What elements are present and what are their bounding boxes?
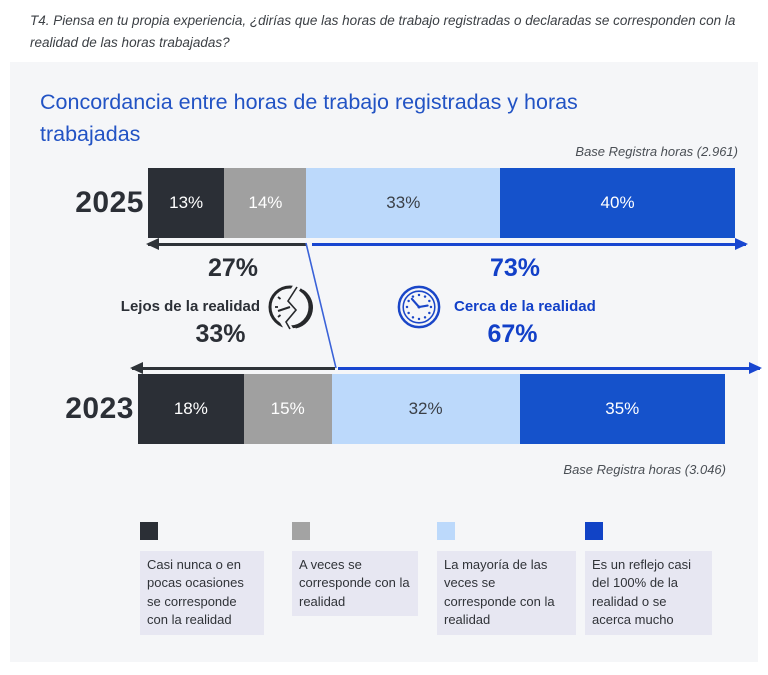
lejos-total-2023: 33% [195, 320, 246, 348]
legend-item-casi-nunca: Casi nunca o en pocas ocasiones se corre… [140, 522, 264, 635]
legend-label: Es un reflejo casi del 100% de la realid… [585, 551, 712, 635]
segment-value-label: 35% [605, 399, 640, 418]
chart-panel: Concordancia entre horas de trabajo regi… [10, 62, 762, 662]
clock-icon [396, 284, 442, 330]
lejos-arrow-2025 [146, 238, 306, 250]
chart-title: Concordancia entre horas de trabajo regi… [40, 90, 578, 147]
segment-value-label: 40% [600, 193, 635, 212]
legend-swatch-blue [585, 522, 603, 540]
bar-segment-2023-reflejo: 35% [519, 374, 725, 444]
cerca-group-label: Cerca de la realidad [454, 298, 596, 315]
bar-segment-2025-casi-nunca: 13% [148, 168, 225, 238]
segment-value-label: 32% [408, 399, 443, 418]
legend-label: Casi nunca o en pocas ocasiones se corre… [140, 551, 264, 635]
survey-question-text: T4. Piensa en tu propia experiencia, ¿di… [30, 13, 736, 50]
stacked-bar-2025: 13% 14% 33% 40% [148, 168, 735, 238]
segment-value-label: 13% [169, 193, 204, 212]
legend-label: A veces se corresponde con la realidad [292, 551, 418, 617]
stacked-bar-2023: 18% 15% 32% 35% [138, 374, 725, 444]
broken-clock-icon [265, 282, 315, 334]
segment-value-label: 15% [270, 399, 305, 418]
legend-label: La mayoría de las veces se corresponde c… [437, 551, 576, 635]
bar-segment-2025-a-veces: 14% [224, 168, 307, 238]
cerca-total-2023: 67% [487, 320, 538, 348]
bar-segment-2023-a-veces: 15% [243, 374, 332, 444]
lejos-total-2025: 27% [207, 254, 259, 282]
segment-value-label: 14% [248, 193, 283, 212]
lejos-group-label: Lejos de la realidad [120, 298, 260, 315]
bar-segment-2025-mayoria: 33% [306, 168, 501, 238]
legend-item-a-veces: A veces se corresponde con la realidad [292, 522, 418, 617]
legend-swatch-dark [140, 522, 158, 540]
legend-swatch-gray [292, 522, 310, 540]
bar-segment-2023-mayoria: 32% [331, 374, 520, 444]
legend-item-reflejo: Es un reflejo casi del 100% de la realid… [585, 522, 712, 635]
segment-value-label: 18% [173, 399, 208, 418]
cerca-total-2025: 73% [489, 254, 541, 282]
segment-value-label: 33% [386, 193, 421, 212]
legend-item-mayoria: La mayoría de las veces se corresponde c… [437, 522, 576, 635]
bar-segment-2023-casi-nunca: 18% [138, 374, 244, 444]
split-connector-line [305, 242, 337, 369]
base-note-2023: Base Registra horas (3.046) [563, 462, 726, 477]
bar-segment-2025-reflejo: 40% [500, 168, 735, 238]
cerca-arrow-2023 [338, 362, 762, 374]
lejos-arrow-2023 [130, 362, 335, 374]
cerca-arrow-2025 [312, 238, 748, 250]
year-label-2023: 2023 [65, 392, 134, 425]
base-note-2025: Base Registra horas (2.961) [575, 144, 738, 159]
year-label-2025: 2025 [75, 186, 144, 219]
legend-swatch-light-blue [437, 522, 455, 540]
